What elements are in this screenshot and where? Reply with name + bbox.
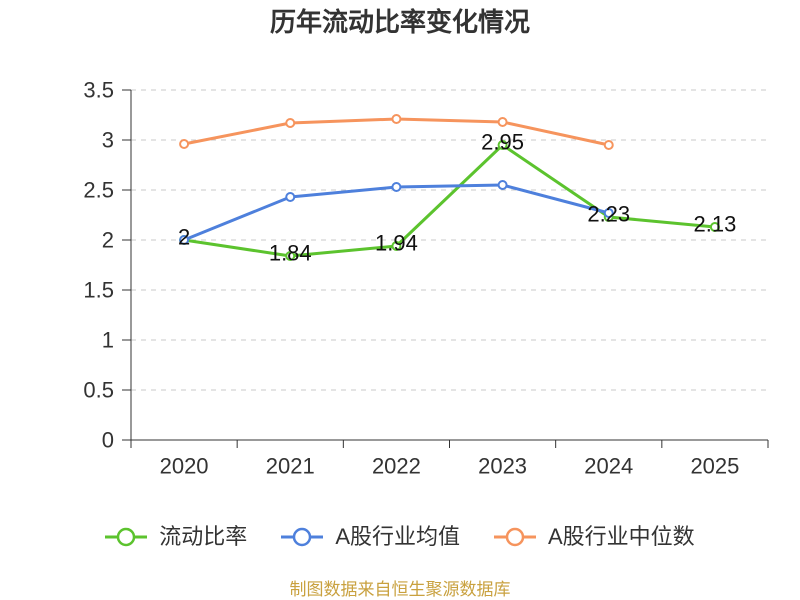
y-tick-label: 0.5 — [83, 378, 114, 403]
series-0-point-2021 — [285, 251, 296, 261]
data-source-note: 制图数据来自恒生聚源数据库 — [289, 580, 511, 599]
legend-item-industry-mean[interactable]: A股行业均值 — [281, 524, 460, 550]
data-label-2021: 1.84 — [269, 241, 312, 266]
series-1-point-2024 — [603, 208, 614, 218]
legend-line-circle-icon — [281, 527, 324, 547]
series-0-point-2023 — [497, 140, 508, 150]
series-1-point-2020 — [179, 235, 190, 245]
legend-label-industry-mean: A股行业均值 — [335, 524, 460, 549]
y-tick-label: 0 — [102, 428, 114, 453]
legend-line-circle-icon — [494, 527, 536, 547]
series-2-point-2020 — [179, 139, 190, 149]
legend-item-current-ratio[interactable]: 流动比率 — [105, 524, 247, 550]
x-tick-label: 2022 — [372, 454, 421, 479]
data-label-2024: 2.23 — [587, 202, 630, 227]
series-2-point-2022 — [391, 114, 402, 124]
x-tick-label: 2020 — [160, 454, 209, 479]
data-label-2025: 2.13 — [694, 212, 737, 237]
series-0-point-2025 — [709, 222, 720, 232]
data-label-2023: 2.95 — [481, 130, 524, 155]
series-2-point-2023 — [497, 117, 508, 127]
legend-line-circle-icon — [105, 527, 148, 547]
series-1-point-2021 — [285, 192, 296, 202]
data-label-2020: 2 — [178, 225, 190, 250]
series-1-point-2022 — [391, 182, 402, 192]
y-tick-label: 1.5 — [83, 278, 114, 303]
chart-title: 历年流动比率变化情况 — [269, 7, 530, 37]
x-tick-label: 2023 — [478, 454, 527, 479]
legend-label-industry-median: A股行业中位数 — [548, 524, 695, 549]
y-tick-label: 3 — [102, 128, 114, 153]
data-label-2022: 1.94 — [375, 231, 418, 256]
x-tick-label: 2025 — [690, 454, 739, 479]
x-tick-label: 2021 — [266, 454, 315, 479]
series-2-point-2024 — [603, 140, 614, 150]
y-tick-label: 1 — [102, 328, 114, 353]
x-tick-label: 2024 — [584, 454, 633, 479]
chart-legend: 流动比率 A股行业均值 A股行业中位数 — [0, 524, 800, 550]
y-tick-label: 3.5 — [83, 78, 114, 103]
y-tick-label: 2.5 — [83, 178, 114, 203]
series-0-line — [182, 143, 717, 258]
legend-item-industry-median[interactable]: A股行业中位数 — [494, 524, 695, 550]
legend-label-current-ratio: 流动比率 — [159, 524, 248, 549]
series-2-point-2021 — [285, 118, 296, 128]
y-tick-label: 2 — [102, 228, 114, 253]
series-1-point-2023 — [497, 180, 508, 190]
line-chart: 0 0.5 1 1.5 2 2.5 3 3.5 2020 2021 2022 2023 2024 2025… — [83, 78, 769, 479]
series-0-point-2022 — [391, 241, 402, 251]
